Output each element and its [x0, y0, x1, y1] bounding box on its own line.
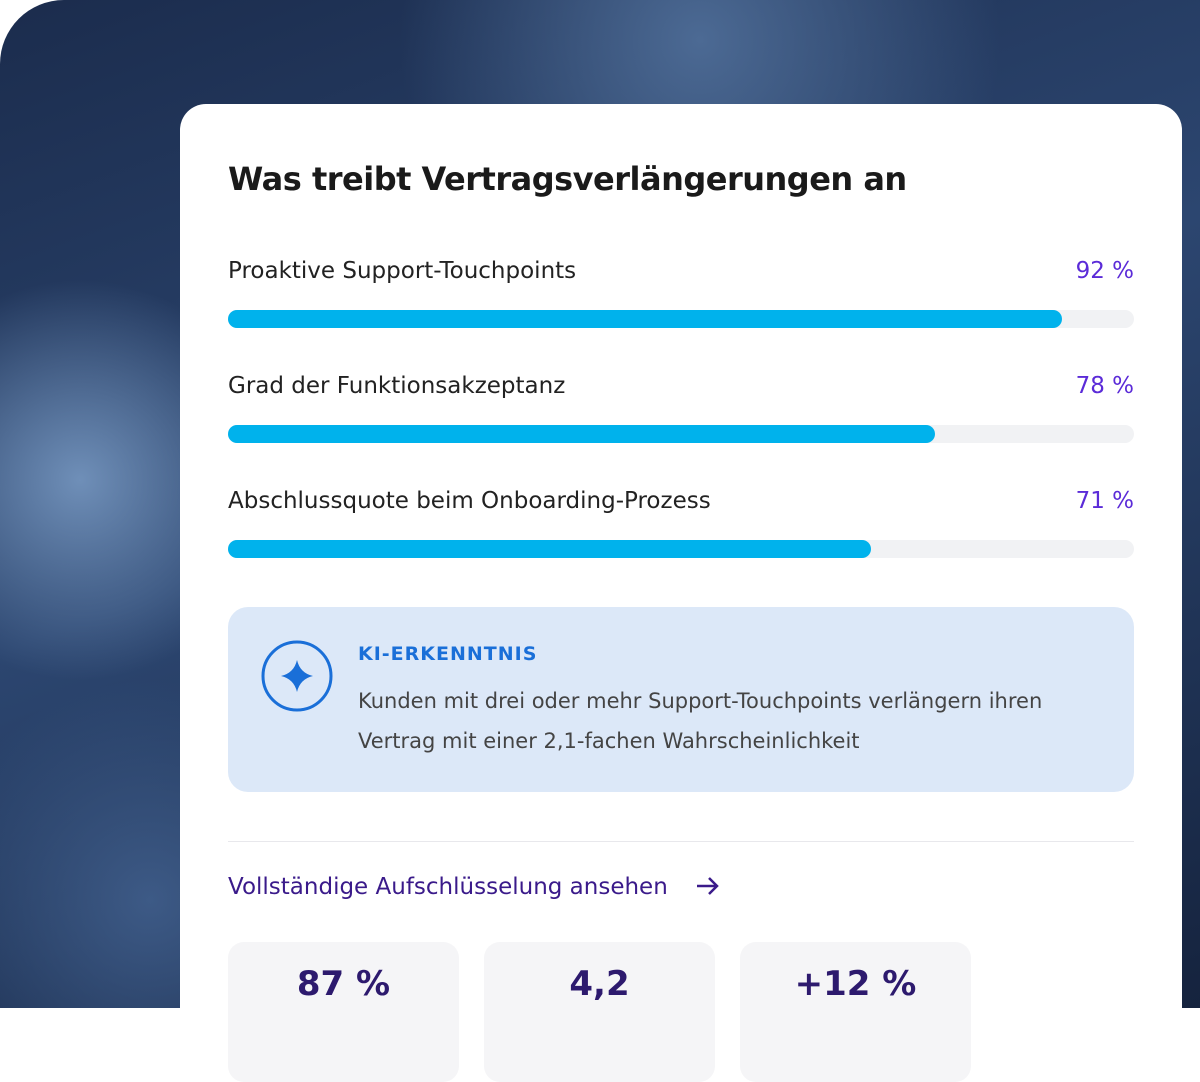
insight-box: KI-ERKENNTNIS Kunden mit drei oder mehr …	[228, 607, 1134, 792]
bar-track	[228, 310, 1134, 328]
bar-label: Grad der Funktionsakzeptanz	[228, 373, 566, 399]
insight-heading: KI-ERKENNTNIS	[358, 643, 538, 665]
stat-box: 4,2	[484, 942, 715, 1082]
stat-value: +12 %	[794, 964, 917, 1004]
stat-value: 87 %	[296, 964, 391, 1004]
card-title: Was treibt Vertragsverlängerungen an	[228, 160, 907, 198]
bar-track	[228, 425, 1134, 443]
value-label: 71 %	[1075, 488, 1134, 514]
stat-value: 4,2	[569, 964, 630, 1004]
stat-box: +12 %	[740, 942, 971, 1082]
divider	[228, 841, 1134, 842]
breakdown-link[interactable]: Vollständige Aufschlüsselung ansehen	[228, 874, 723, 900]
page: Was treibt Vertragsverlängerungen an KI-…	[0, 0, 1200, 1008]
link-text[interactable]: Vollständige Aufschlüsselung ansehen	[228, 874, 668, 900]
insight-icon	[261, 640, 333, 712]
value-label: 78 %	[1075, 373, 1134, 399]
bar	[228, 425, 935, 443]
arrow-icon	[697, 877, 719, 895]
bar-label: Proaktive Support-Touchpoints	[228, 258, 577, 284]
value-label: 92 %	[1075, 258, 1134, 284]
stat-box: 87 %	[228, 942, 459, 1082]
card: Was treibt Vertragsverlängerungen an KI-…	[180, 104, 1182, 1082]
insight-text: Kunden mit drei oder mehr Support-Touchp…	[358, 689, 1043, 753]
bar	[228, 540, 872, 558]
bar-label: Abschlussquote beim Onboarding-Prozess	[228, 488, 711, 514]
bar	[228, 310, 1062, 328]
bar-track	[228, 540, 1134, 558]
